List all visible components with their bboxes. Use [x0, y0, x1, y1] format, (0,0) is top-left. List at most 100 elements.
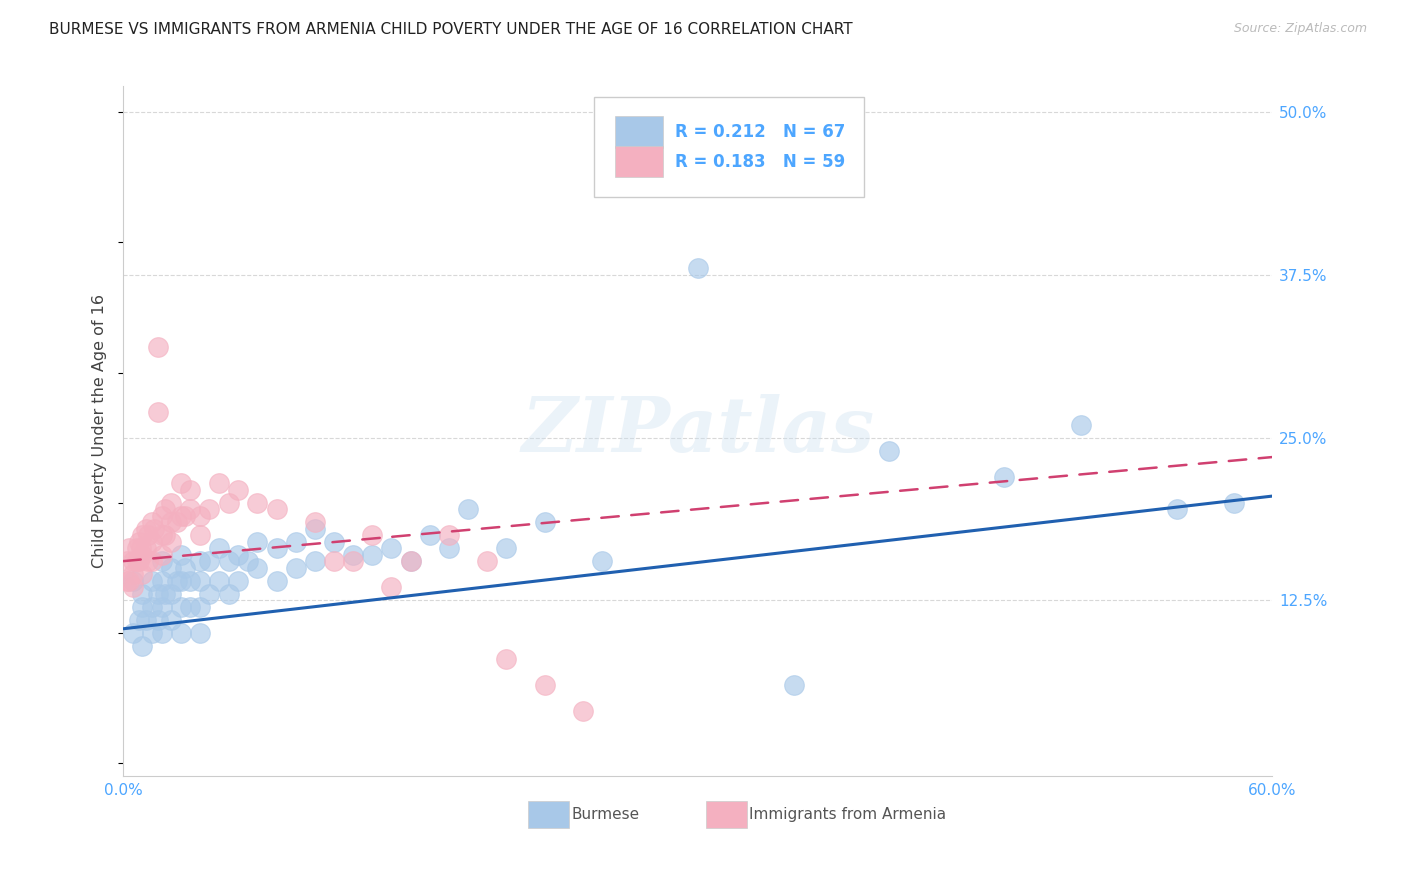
Point [146, 339, 169, 353]
Point [150, 625, 173, 640]
Point [188, 554, 211, 568]
Point [146, 613, 169, 627]
Point [208, 476, 231, 491]
Point [166, 574, 188, 588]
Point [141, 574, 163, 588]
Point [160, 560, 183, 574]
Text: BURMESE VS IMMIGRANTS FROM ARMENIA CHILD POVERTY UNDER THE AGE OF 16 CORRELATION: BURMESE VS IMMIGRANTS FROM ARMENIA CHILD… [49, 22, 853, 37]
Point [246, 534, 269, 549]
Point [218, 554, 240, 568]
Point [135, 522, 157, 536]
FancyBboxPatch shape [614, 116, 664, 148]
Point [131, 639, 153, 653]
Point [188, 599, 211, 614]
Point [782, 678, 804, 692]
Point [155, 502, 177, 516]
Point [533, 678, 555, 692]
Point [284, 534, 307, 549]
Point [131, 528, 153, 542]
Point [380, 580, 402, 594]
Point [150, 599, 173, 614]
Point [160, 495, 183, 509]
Point [150, 508, 173, 523]
Point [179, 574, 201, 588]
Point [208, 541, 231, 555]
Point [591, 554, 613, 568]
Point [173, 508, 195, 523]
Point [170, 508, 193, 523]
Point [146, 404, 169, 418]
Point [155, 587, 177, 601]
Point [572, 704, 595, 718]
Point [437, 541, 460, 555]
Point [170, 548, 193, 562]
Point [284, 560, 307, 574]
Point [125, 554, 148, 568]
Point [304, 554, 326, 568]
Point [380, 541, 402, 555]
Point [399, 554, 422, 568]
Point [198, 587, 221, 601]
Point [1070, 417, 1092, 432]
Point [128, 554, 150, 568]
Point [198, 502, 221, 516]
Point [141, 625, 163, 640]
Point [198, 554, 221, 568]
Point [226, 483, 249, 497]
Point [877, 443, 900, 458]
Point [993, 469, 1015, 483]
Point [160, 587, 183, 601]
Point [266, 574, 288, 588]
Point [342, 548, 364, 562]
Point [236, 554, 259, 568]
Point [188, 528, 211, 542]
Point [142, 522, 165, 536]
Point [226, 574, 249, 588]
Point [150, 554, 173, 568]
Point [115, 574, 138, 588]
Point [1166, 502, 1188, 516]
Text: R = 0.183   N = 59: R = 0.183 N = 59 [675, 153, 845, 170]
Point [361, 528, 384, 542]
FancyBboxPatch shape [595, 96, 865, 196]
Point [135, 613, 157, 627]
Point [122, 580, 145, 594]
Point [141, 554, 163, 568]
Point [131, 599, 153, 614]
Point [437, 528, 460, 542]
Y-axis label: Child Poverty Under the Age of 16: Child Poverty Under the Age of 16 [93, 294, 107, 568]
Point [323, 554, 346, 568]
Point [131, 587, 153, 601]
Text: Immigrants from Armenia: Immigrants from Armenia [749, 807, 946, 822]
Point [179, 502, 201, 516]
Point [160, 613, 183, 627]
Point [1223, 495, 1246, 509]
Point [533, 515, 555, 529]
Text: Burmese: Burmese [571, 807, 640, 822]
Point [146, 587, 169, 601]
Point [125, 541, 148, 555]
Point [188, 625, 211, 640]
Point [150, 528, 173, 542]
Point [170, 574, 193, 588]
Point [136, 528, 159, 542]
Point [457, 502, 479, 516]
Point [304, 515, 326, 529]
Point [141, 534, 163, 549]
Text: R = 0.212   N = 67: R = 0.212 N = 67 [675, 123, 845, 141]
Point [246, 495, 269, 509]
Point [150, 548, 173, 562]
Point [131, 567, 153, 582]
Point [135, 541, 157, 555]
Point [495, 541, 517, 555]
Point [475, 554, 498, 568]
Point [188, 508, 211, 523]
Point [179, 483, 201, 497]
Point [128, 534, 150, 549]
Point [399, 554, 422, 568]
Point [122, 625, 145, 640]
Point [122, 574, 145, 588]
Point [218, 495, 240, 509]
Point [208, 574, 231, 588]
Point [495, 651, 517, 665]
